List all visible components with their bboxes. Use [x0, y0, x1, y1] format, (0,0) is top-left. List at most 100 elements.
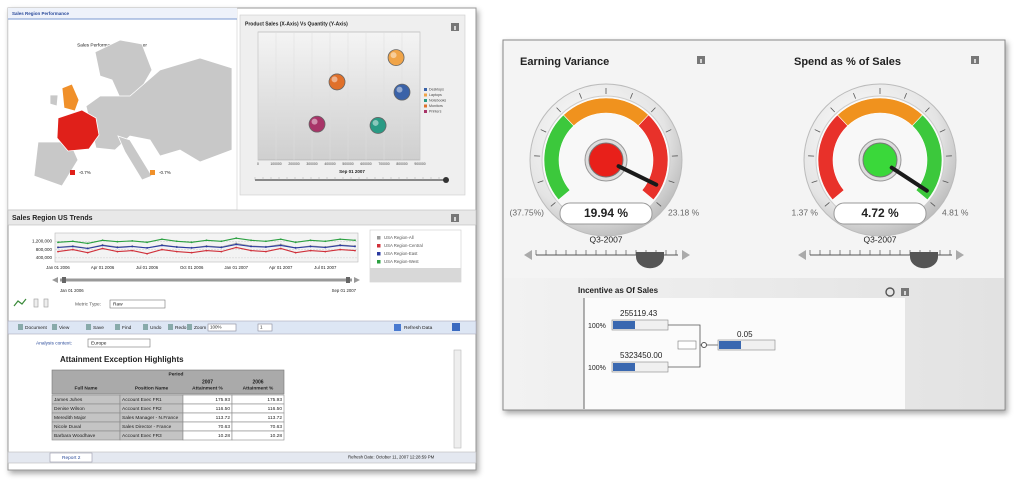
point [116, 240, 119, 243]
refresh-button: Refresh Data [404, 325, 433, 331]
gauge-scale [814, 129, 821, 133]
bubble [328, 73, 346, 91]
gauge-needle [616, 164, 659, 187]
legend-label: Laptops [429, 93, 442, 97]
y-tick-label: 1,200,000 [32, 238, 53, 243]
context-label: Analysis context: [36, 340, 72, 346]
map-region [56, 109, 100, 152]
gauge-scale [550, 202, 556, 207]
legend-swatch [424, 110, 427, 113]
toolbar-icon [452, 323, 460, 331]
cell-text: Barbara Woodhave [54, 433, 96, 439]
x-tick-label: Jan 01 2006 [46, 265, 70, 270]
chart-title: Product Sales (X-Axis) Vs Quantity (Y-Ax… [245, 21, 348, 27]
point [339, 244, 342, 247]
point [235, 246, 238, 249]
table-cell [231, 430, 285, 441]
legend-label: USA Region-Central [384, 243, 423, 248]
slider-date: Sep 01 2007 [339, 169, 365, 174]
point [161, 244, 163, 247]
toolbar-item: Redo [175, 325, 187, 331]
cell-text: 70.63 [218, 424, 230, 430]
gauge-hub [588, 142, 624, 178]
legend-label: -0.7% [79, 170, 91, 175]
node-bar-fill [613, 363, 635, 371]
refresh-date: Refresh Date: October 11, 2007 12:28:59 … [348, 455, 435, 460]
node-value: 5323450.00 [620, 351, 663, 360]
map-region [85, 57, 233, 163]
legend-swatch [377, 260, 381, 264]
cell-text: Account Exec FR3 [122, 433, 162, 439]
x-tick-label: 600000 [360, 162, 371, 166]
cell-text: 116.50 [216, 406, 231, 412]
slider-knob [636, 252, 664, 269]
gauge-scale [656, 202, 662, 207]
toolbar-icon [52, 324, 57, 330]
gauge-scale [540, 129, 547, 133]
gauge-value: 19.94 % [584, 206, 628, 220]
map-region [117, 135, 153, 181]
gauge-period: Q3-2007 [589, 234, 622, 244]
point [190, 251, 193, 254]
gauge-scale [668, 180, 675, 184]
legend-label: Printers [429, 110, 442, 114]
gauge-hub [862, 142, 898, 178]
legend-swatch [377, 244, 381, 248]
header-cell: 2006 [252, 379, 263, 385]
plot-area [54, 232, 359, 263]
scrollbar [453, 349, 462, 449]
gauge-value: 4.72 % [861, 206, 899, 220]
bubble [393, 83, 411, 101]
chart-icon [13, 298, 27, 307]
toolbar-icon [18, 324, 23, 330]
gauge-scale [939, 129, 946, 133]
operator-box [677, 340, 697, 350]
point [146, 247, 149, 249]
map-region [61, 83, 80, 112]
point [161, 248, 163, 251]
point [190, 247, 193, 249]
legend-label: Desktops [429, 88, 444, 92]
x-tick-label: Apr 01 2007 [269, 265, 293, 270]
value-box [559, 202, 653, 225]
metric-value: Raw [113, 301, 123, 307]
legend-label: USA Region-East [384, 251, 418, 256]
cell-text: 116.50 [268, 406, 283, 412]
point [294, 247, 297, 249]
node-bar-fill [613, 321, 635, 329]
toolbar [7, 320, 477, 335]
slider-arrow [956, 250, 964, 260]
gauge-min: 1.37 % [792, 207, 819, 217]
point [146, 241, 149, 244]
cell-text: 113.72 [216, 415, 231, 421]
slider-handle [346, 277, 350, 283]
bubble [387, 49, 405, 66]
point [131, 245, 134, 248]
point [190, 241, 193, 244]
x-tick-label: Apr 01 2006 [91, 265, 115, 270]
header-cell: 2007 [202, 379, 213, 385]
legend-label: -0.7% [159, 170, 171, 175]
gauge-scale [665, 129, 672, 133]
gauge-title: Spend as % of Sales [794, 56, 901, 68]
toolbar-item: Zoom [194, 325, 206, 331]
header-cell: Attainment % [243, 385, 274, 391]
cell-text: Meredith Major [54, 415, 86, 421]
gauge-scale [942, 180, 949, 184]
context-select [87, 338, 151, 348]
x-tick-label: Oct 01 2006 [180, 265, 204, 270]
toolbar-item: Find [122, 325, 132, 331]
cell-text: Account Exec FR2 [122, 406, 162, 412]
point [116, 250, 119, 253]
legend-swatch [424, 93, 427, 97]
point [220, 250, 223, 253]
point [175, 246, 178, 248]
point [146, 252, 149, 255]
point [57, 246, 59, 249]
x-tick-label: Jul 01 2006 [136, 265, 159, 270]
header-cell: Attainment % [192, 385, 223, 391]
point [71, 245, 74, 248]
slider-handle [62, 277, 66, 283]
point [354, 239, 356, 242]
legend-swatch [377, 236, 381, 240]
